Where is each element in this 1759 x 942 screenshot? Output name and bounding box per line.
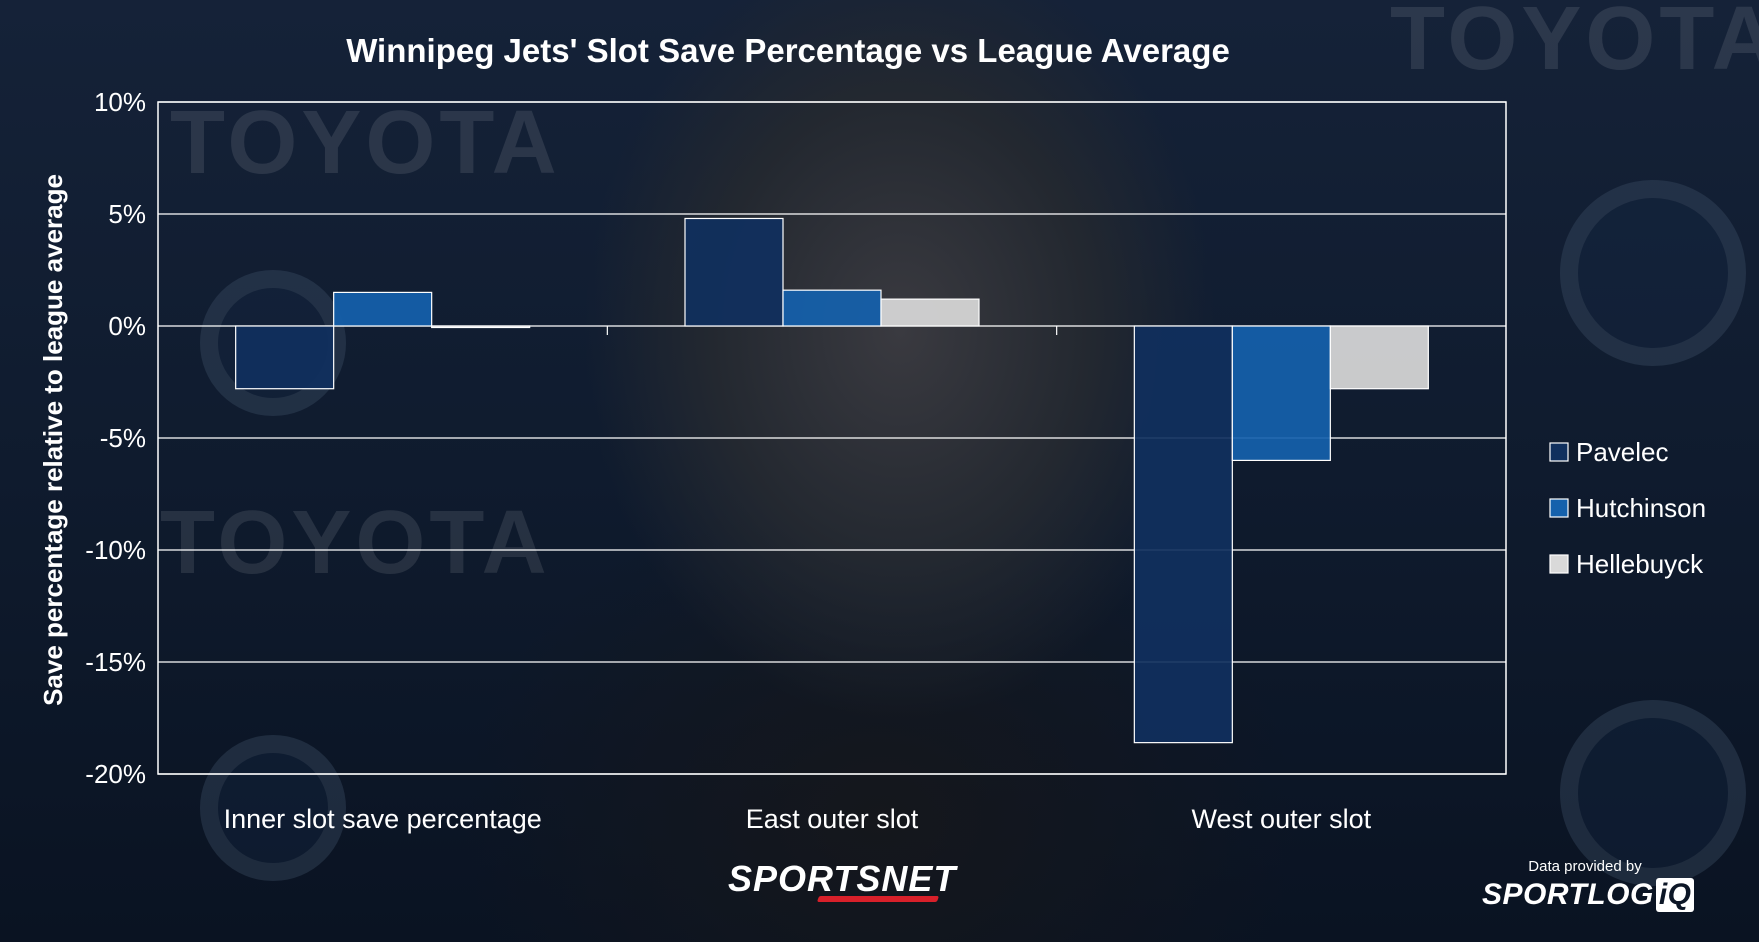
legend: Pavelec Hutchinson Hellebuyck (1549, 437, 1706, 579)
axes: 10% 5% 0% -5% -10% -15% -20% Inner slot save pe… (85, 87, 1371, 834)
bar-hutchinson (782, 289, 882, 327)
data-credit: Data provided by (1528, 858, 1642, 875)
y-tick-label: -10% (85, 535, 146, 565)
bar-pavelec (684, 217, 784, 327)
gridlines (157, 101, 1507, 775)
x-category-label: East outer slot (746, 804, 919, 834)
y-tick-label: -15% (85, 647, 146, 677)
bars (235, 217, 1429, 744)
sportlogiq-logo-text: SPORTLOG (1482, 878, 1654, 911)
background-sponsor-text: TOYOTA (160, 493, 551, 593)
legend-label: Pavelec (1576, 437, 1669, 467)
legend-label: Hutchinson (1576, 493, 1706, 523)
legend-swatch (1549, 442, 1569, 462)
y-axis-label: Save percentage relative to league avera… (38, 174, 68, 706)
bar-hellebuyck (431, 325, 531, 329)
sportsnet-swoosh-icon (816, 896, 940, 902)
background-sponsor-text: TOYOTA (1390, 0, 1759, 89)
bar-pavelec (235, 325, 335, 390)
background-emblem-icon (200, 735, 346, 881)
bar-hellebuyck (1329, 325, 1429, 390)
y-tick-label: 10% (94, 87, 146, 117)
sportsnet-logo: SPORTSNET (728, 858, 957, 902)
y-tick-label: -5% (100, 423, 146, 453)
background-emblem-icon (1560, 700, 1746, 886)
sportsnet-logo-text: SPORTSNET (728, 858, 957, 899)
bar-pavelec (1133, 325, 1233, 744)
legend-swatch (1549, 498, 1569, 518)
y-tick-label: 0% (108, 311, 146, 341)
x-category-label: West outer slot (1192, 804, 1372, 834)
chart-title: Winnipeg Jets' Slot Save Percentage vs L… (346, 32, 1230, 69)
bar-hutchinson (1231, 325, 1331, 461)
sportlogiq-logo: SPORTLOG iQ (1482, 878, 1695, 912)
sportlogiq-iq-badge: iQ (1655, 878, 1695, 912)
background-sponsor-text: TOYOTA (170, 93, 561, 193)
legend-label: Hellebuyck (1576, 549, 1704, 579)
x-category-label: Inner slot save percentage (224, 804, 542, 834)
y-tick-label: 5% (108, 199, 146, 229)
legend-swatch (1549, 554, 1569, 574)
bar-hellebuyck (880, 298, 980, 327)
y-tick-label: -20% (85, 759, 146, 789)
bar-hutchinson (333, 291, 433, 327)
